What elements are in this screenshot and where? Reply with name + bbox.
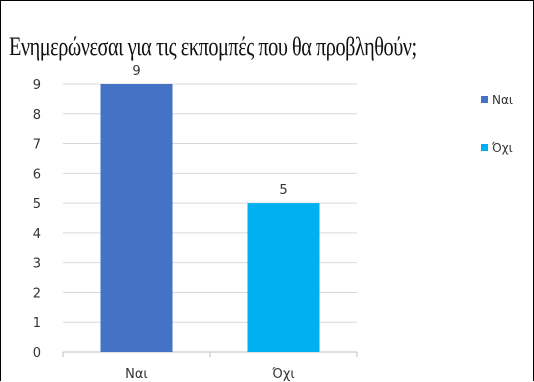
y-tick-label-4: 4 <box>33 227 41 242</box>
y-tick-label-7: 7 <box>33 138 41 153</box>
y-tick-label-5: 5 <box>33 197 41 212</box>
bar-1 <box>100 84 173 352</box>
y-tick-label-0: 0 <box>33 346 41 361</box>
x-category-label-1: Ναι <box>125 367 148 382</box>
y-tick-label-1: 1 <box>33 316 41 331</box>
legend-swatch-1 <box>481 96 488 103</box>
chart-title: Ενημερώνεσαι για τις εκπομπές που θα προ… <box>9 32 417 61</box>
y-tick-label-8: 8 <box>33 108 41 123</box>
bar-2 <box>247 203 320 352</box>
legend-swatch-2 <box>481 144 488 151</box>
y-tick-label-2: 2 <box>33 286 41 301</box>
legend-label-1: Ναι <box>492 93 513 107</box>
legend-label-2: Όχι <box>491 141 513 155</box>
y-tick-label-3: 3 <box>33 257 41 272</box>
y-tick-label-6: 6 <box>33 167 41 182</box>
data-label-2: 5 <box>279 183 287 198</box>
data-label-1: 9 <box>132 64 140 79</box>
y-tick-label-9: 9 <box>33 78 41 93</box>
x-category-label-2: Όχι <box>271 367 294 382</box>
